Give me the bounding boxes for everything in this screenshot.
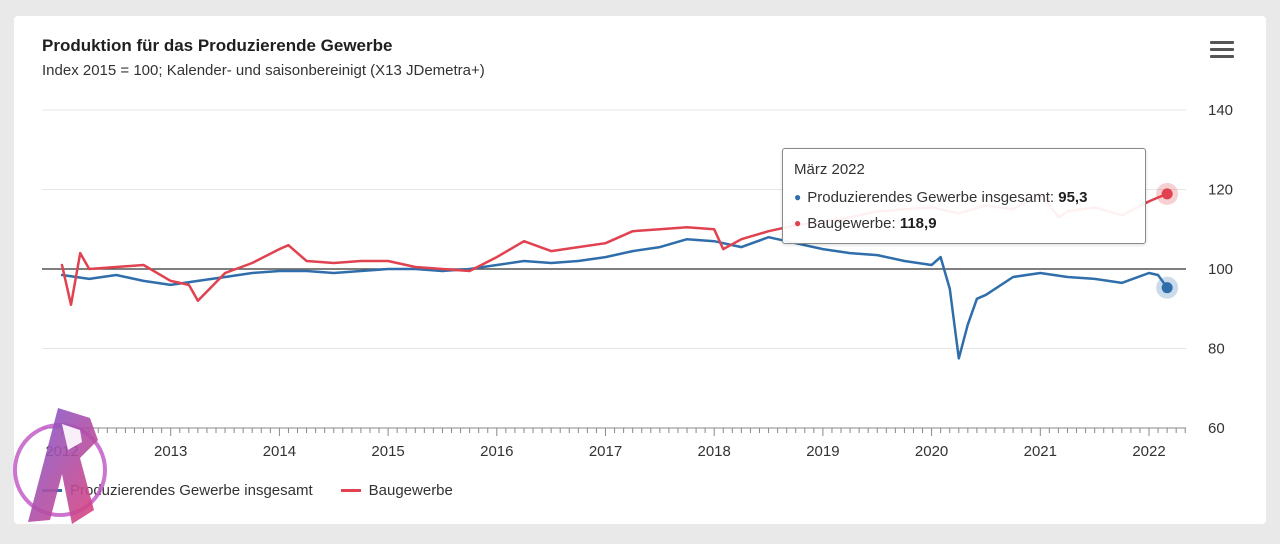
y-tick-label-80: 80 — [1208, 341, 1225, 358]
tooltip-row1-value: 95,3 — [1058, 189, 1088, 206]
highlight-markers — [1156, 182, 1179, 299]
legend-item-baugewerbe[interactable]: Baugewerbe — [340, 482, 453, 499]
tooltip-dot-red-icon: ● — [794, 216, 802, 230]
hamburger-menu-icon[interactable] — [1208, 38, 1236, 60]
highlight-point-1 — [1161, 188, 1173, 200]
chart-card — [14, 16, 1266, 524]
y-tick-label-100: 100 — [1208, 261, 1233, 278]
y-tick-label-140: 140 — [1208, 102, 1233, 119]
tooltip-row2-value: 118,9 — [899, 215, 937, 232]
x-tick-label-2019: 2019 — [806, 443, 839, 460]
x-tick-label-2013: 2013 — [154, 443, 187, 460]
x-tick-label-2014: 2014 — [263, 443, 296, 460]
x-tick-label-2016: 2016 — [480, 443, 513, 460]
series-line-0 — [60, 235, 1169, 360]
x-tick-label-2020: 2020 — [915, 443, 948, 460]
watermark-logo-icon — [13, 408, 107, 524]
highlight-point-0 — [1161, 282, 1173, 294]
x-tick-label-2018: 2018 — [698, 443, 731, 460]
legend-label-produzierendes: Produzierendes Gewerbe insgesamt — [70, 482, 313, 499]
tooltip-row1-label: Produzierendes Gewerbe insgesamt — [807, 189, 1050, 206]
tooltip-dot-blue-icon: ● — [794, 190, 802, 204]
chart-title: Produktion für das Produzierende Gewerbe — [42, 36, 393, 55]
tooltip: März 2022 ● Produzierendes Gewerbe insges… — [782, 148, 1146, 244]
y-axis: 60 80 100 120 140 — [1208, 102, 1233, 437]
x-tick-label-2017: 2017 — [589, 443, 622, 460]
chart-subtitle: Index 2015 = 100; Kalender- und saisonbe… — [42, 62, 485, 79]
legend: Produzierendes Gewerbe insgesamt Baugewe… — [42, 482, 481, 499]
legend-label-baugewerbe: Baugewerbe — [368, 482, 453, 499]
legend-swatch-red — [340, 489, 361, 492]
tooltip-title: März 2022 — [794, 161, 865, 178]
x-tick-label-2022: 2022 — [1132, 443, 1165, 460]
x-tick-label-2021: 2021 — [1024, 443, 1057, 460]
x-tick-label-2015: 2015 — [371, 443, 404, 460]
tooltip-row-baugewerbe: ● Baugewerbe: 118,9 — [794, 215, 937, 232]
tooltip-row-produzierendes: ● Produzierendes Gewerbe insgesamt: 95,3 — [794, 189, 1088, 206]
y-tick-label-120: 120 — [1208, 182, 1233, 199]
tooltip-row2-label: Baugewerbe — [807, 215, 892, 232]
y-tick-label-60: 60 — [1208, 420, 1225, 437]
x-axis: 2012201320142015201620172018201920202021… — [42, 427, 1186, 460]
